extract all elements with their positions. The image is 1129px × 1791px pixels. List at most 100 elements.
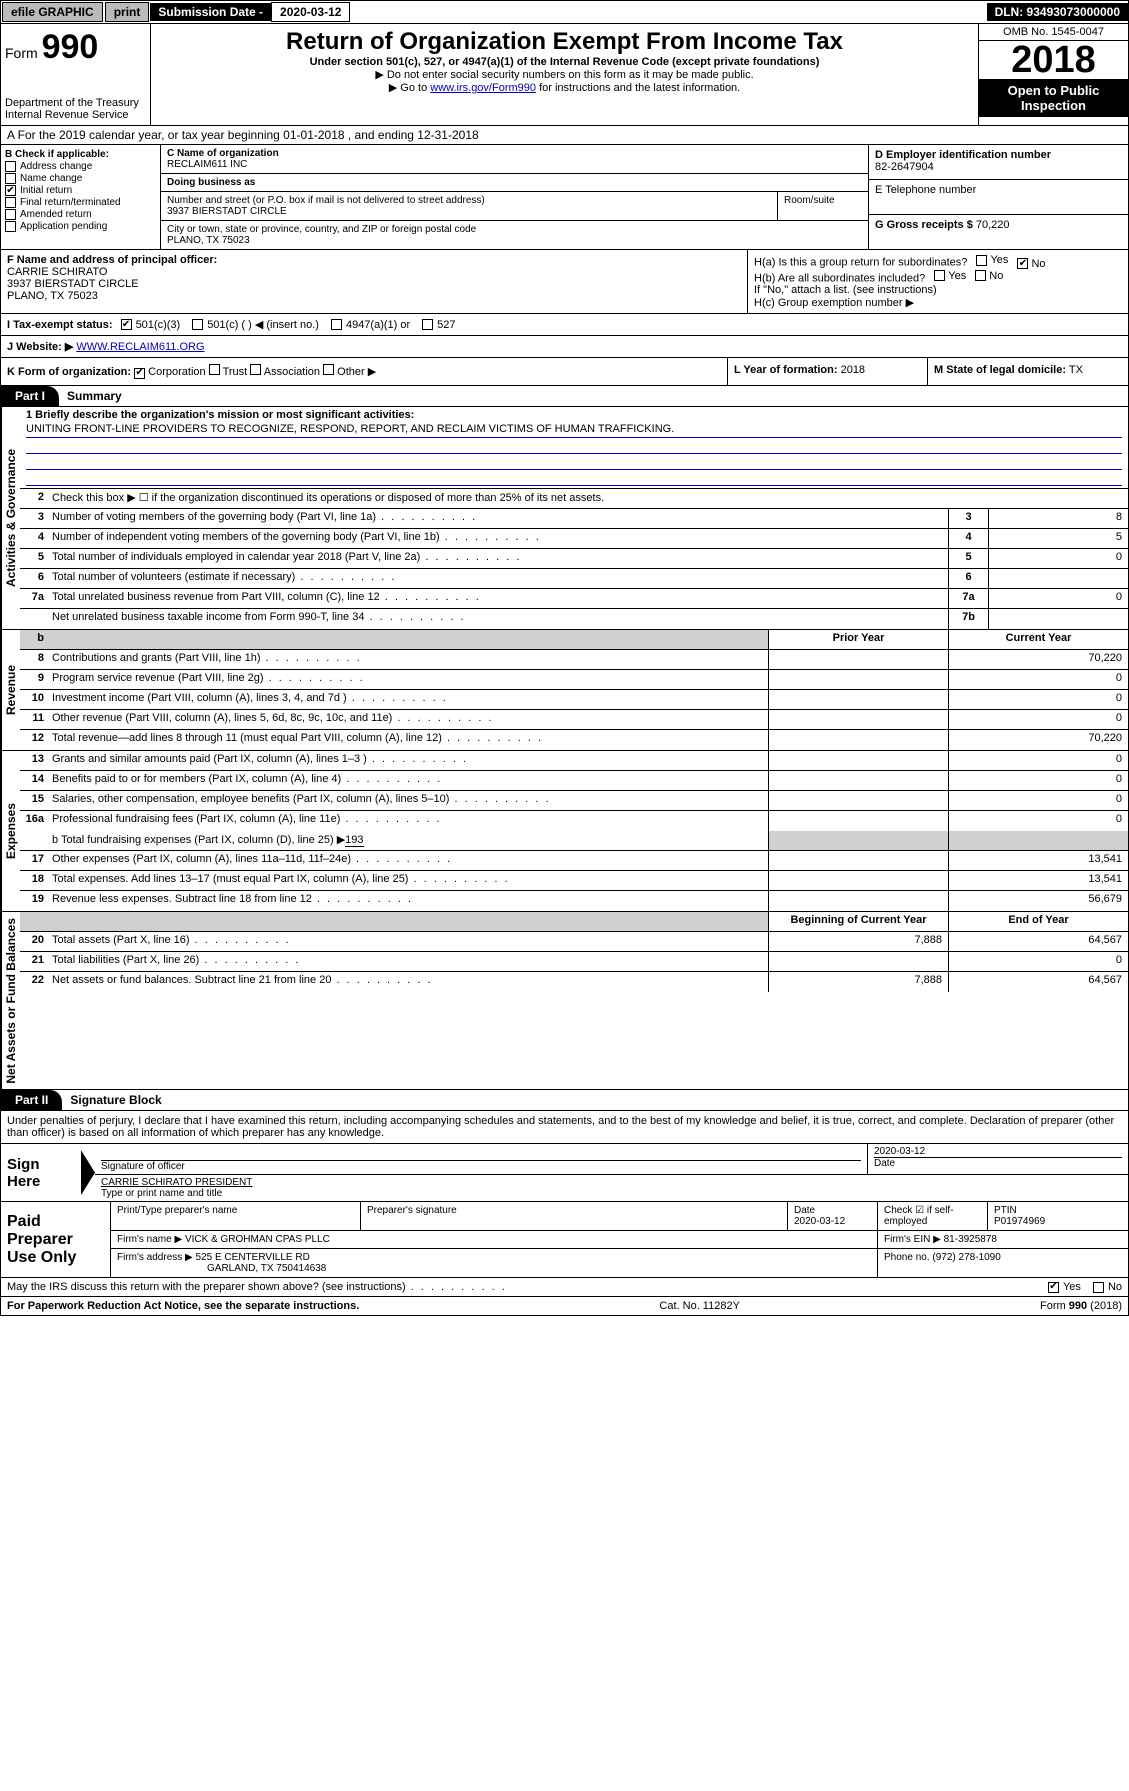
col-b-checkboxes: B Check if applicable: Address changeNam…: [1, 145, 161, 249]
net-header-row: Beginning of Current Year End of Year: [20, 912, 1128, 932]
paid-preparer-label: Paid Preparer Use Only: [1, 1202, 111, 1277]
summary-net-assets: Net Assets or Fund Balances Beginning of…: [0, 912, 1129, 1091]
col-b-item: Application pending: [5, 221, 156, 232]
part1-title: Summary: [59, 389, 122, 403]
part2-tab: Part II: [1, 1090, 62, 1110]
sign-date-value: 2020-03-12: [874, 1146, 1122, 1157]
officer-name: CARRIE SCHIRATO: [7, 266, 741, 278]
header-left: Form 990 Department of the Treasury Inte…: [1, 24, 151, 125]
line-16b-value: 193: [345, 834, 363, 847]
ha-no-checkbox[interactable]: [1017, 258, 1028, 269]
discuss-row: May the IRS discuss this return with the…: [0, 1278, 1129, 1297]
website-link[interactable]: WWW.RECLAIM611.ORG: [76, 341, 204, 353]
summary-line: 14Benefits paid to or for members (Part …: [20, 771, 1128, 791]
501c-checkbox[interactable]: [192, 319, 203, 330]
corp-checkbox[interactable]: [134, 368, 145, 379]
summary-expenses: Expenses 13Grants and similar amounts pa…: [0, 751, 1129, 912]
signer-name-label: Type or print name and title: [101, 1188, 1122, 1199]
print-button[interactable]: print: [105, 2, 150, 22]
part2-header: Part II Signature Block: [0, 1090, 1129, 1111]
signature-label: Signature of officer: [101, 1160, 861, 1172]
section-bcdeg: B Check if applicable: Address changeNam…: [0, 145, 1129, 249]
ein-value: 82-2647904: [875, 161, 1122, 173]
sign-date-label: Date: [874, 1157, 1122, 1169]
irs-link[interactable]: www.irs.gov/Form990: [430, 82, 536, 94]
org-name: RECLAIM611 INC: [167, 159, 862, 170]
sign-arrow-icon: [81, 1150, 95, 1195]
dept-treasury: Department of the Treasury: [5, 97, 146, 109]
signer-name: CARRIE SCHIRATO PRESIDENT: [101, 1177, 1122, 1188]
summary-line: 9Program service revenue (Part VIII, lin…: [20, 670, 1128, 690]
city-state-zip: PLANO, TX 75023: [167, 235, 862, 246]
header-center: Return of Organization Exempt From Incom…: [151, 24, 978, 125]
assoc-checkbox[interactable]: [250, 364, 261, 375]
summary-line: 10Investment income (Part VIII, column (…: [20, 690, 1128, 710]
preparer-sig-header: Preparer's signature: [361, 1202, 788, 1230]
col-b-item: Initial return: [5, 185, 156, 196]
col-b-item-label: Address change: [20, 161, 92, 172]
part1-header: Part I Summary: [0, 386, 1129, 407]
row-a-tax-year: A For the 2019 calendar year, or tax yea…: [0, 126, 1129, 145]
summary-line: 16aProfessional fundraising fees (Part I…: [20, 811, 1128, 831]
submission-date: 2020-03-12: [271, 2, 350, 22]
paid-preparer-block: Paid Preparer Use Only Print/Type prepar…: [0, 1202, 1129, 1278]
summary-revenue: Revenue b Prior Year Current Year 8Contr…: [0, 630, 1129, 751]
footer-form-ref: Form 990 (2018): [1040, 1300, 1122, 1312]
officer-addr2: PLANO, TX 75023: [7, 290, 741, 302]
year-formation: 2018: [841, 364, 865, 376]
discuss-no-checkbox[interactable]: [1093, 1282, 1104, 1293]
other-checkbox[interactable]: [323, 364, 334, 375]
open-public-badge: Open to Public Inspection: [979, 79, 1128, 117]
col-b-item-label: Initial return: [20, 185, 72, 196]
trust-checkbox[interactable]: [209, 364, 220, 375]
dln: DLN: 93493073000000: [987, 3, 1128, 21]
col-b-item: Address change: [5, 161, 156, 172]
summary-line: 22Net assets or fund balances. Subtract …: [20, 972, 1128, 992]
form-title: Return of Organization Exempt From Incom…: [155, 28, 974, 56]
col-f-officer: F Name and address of principal officer:…: [1, 250, 748, 313]
col-b-item: Final return/terminated: [5, 197, 156, 208]
summary-line: 4Number of independent voting members of…: [20, 529, 1128, 549]
state-domicile: TX: [1069, 364, 1083, 376]
part1-tab: Part I: [1, 386, 59, 406]
signature-intro: Under penalties of perjury, I declare th…: [0, 1111, 1129, 1144]
summary-activities-governance: Activities & Governance 1 Briefly descri…: [0, 407, 1129, 630]
527-checkbox[interactable]: [422, 319, 433, 330]
col-b-checkbox[interactable]: [5, 197, 16, 208]
col-b-checkbox[interactable]: [5, 173, 16, 184]
4947-checkbox[interactable]: [331, 319, 342, 330]
vlabel-net-assets: Net Assets or Fund Balances: [1, 912, 20, 1090]
mission-text: UNITING FRONT-LINE PROVIDERS TO RECOGNIZ…: [26, 421, 1122, 438]
hb-yes-checkbox[interactable]: [934, 270, 945, 281]
hc-group-exemption: H(c) Group exemption number ▶: [754, 296, 1122, 309]
line-16b: b Total fundraising expenses (Part IX, c…: [20, 831, 1128, 851]
hb-no-checkbox[interactable]: [975, 270, 986, 281]
col-b-checkbox[interactable]: [5, 185, 16, 196]
efile-button[interactable]: efile GRAPHIC: [2, 2, 103, 22]
officer-addr1: 3937 BIERSTADT CIRCLE: [7, 278, 741, 290]
ha-yes-checkbox[interactable]: [976, 255, 987, 266]
vlabel-ag: Activities & Governance: [1, 407, 20, 629]
col-b-checkbox[interactable]: [5, 209, 16, 220]
discuss-yes-checkbox[interactable]: [1048, 1282, 1059, 1293]
501c3-checkbox[interactable]: [121, 319, 132, 330]
submission-label: Submission Date -: [150, 3, 271, 21]
col-m-state: M State of legal domicile: TX: [928, 358, 1128, 385]
col-b-checkbox[interactable]: [5, 161, 16, 172]
form-header: Form 990 Department of the Treasury Inte…: [0, 24, 1129, 126]
summary-line: Net unrelated business taxable income fr…: [20, 609, 1128, 629]
form-prefix: Form: [5, 45, 38, 61]
summary-line: 12Total revenue—add lines 8 through 11 (…: [20, 730, 1128, 750]
summary-line: 18Total expenses. Add lines 13–17 (must …: [20, 871, 1128, 891]
firm-phone-cell: Phone no. (972) 278-1090: [878, 1249, 1128, 1277]
col-c: C Name of organization RECLAIM611 INC Do…: [161, 145, 868, 249]
col-b-checkbox[interactable]: [5, 221, 16, 232]
col-h-group: H(a) Is this a group return for subordin…: [748, 250, 1128, 313]
summary-line: 21Total liabilities (Part X, line 26)0: [20, 952, 1128, 972]
irs-label: Internal Revenue Service: [5, 109, 146, 121]
col-k-form-org: K Form of organization: Corporation Trus…: [1, 358, 728, 385]
form-number: 990: [42, 28, 99, 66]
row-j-website: J Website: ▶ WWW.RECLAIM611.ORG: [0, 336, 1129, 358]
part2-title: Signature Block: [62, 1093, 161, 1107]
row-klm: K Form of organization: Corporation Trus…: [0, 358, 1129, 386]
